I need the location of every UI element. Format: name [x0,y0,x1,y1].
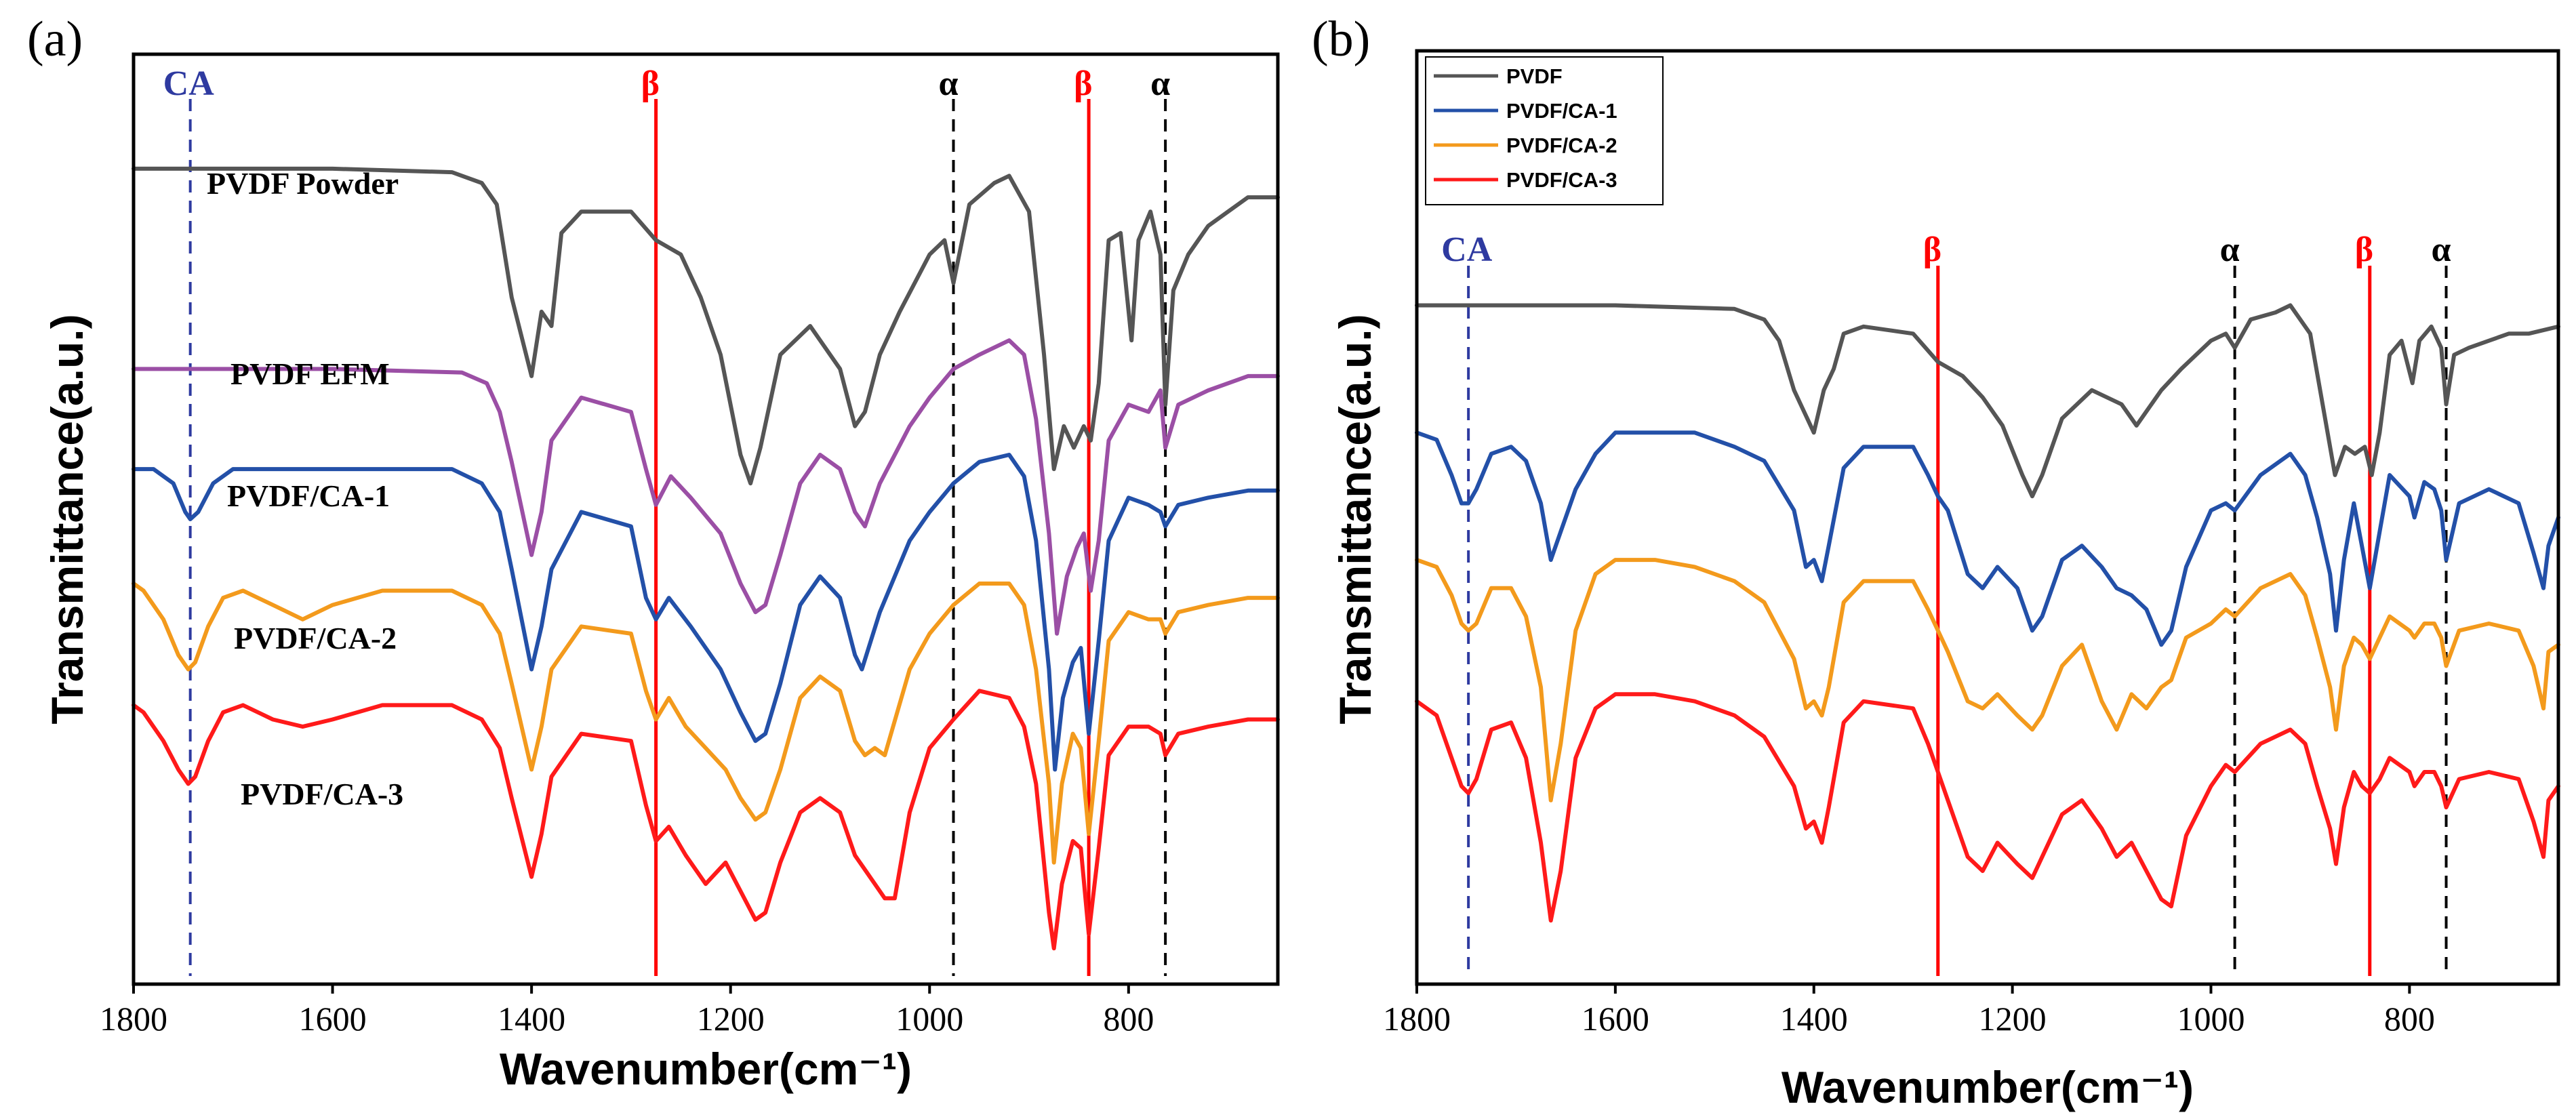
panel-b-marker-label-ca-0: CA [1441,230,1493,269]
panel-a-reference-lines: CA β α β α [163,64,1170,976]
sample-label-pvdf-efm: PVDF EFM [230,357,390,391]
panel-b-spectrum-pvdf-ca-2 [1415,558,2560,802]
panel-b-label: (b) [1312,12,1370,67]
sample-label-pvdf-ca-1: PVDF/CA-1 [227,479,390,513]
panel-b-spectrum-pvdf-ca-1 [1415,430,2560,647]
panel-a-spectrum-pvdf-ca-1 [132,453,1280,772]
panel-a-marker-label-ca-0: CA [163,64,215,103]
panel-a-spectrum-pvdf-efm [132,338,1280,636]
panel-a-spectrum-pvdf-ca-2 [132,582,1280,865]
legend-label-pvdf-ca-2: PVDF/CA-2 [1506,134,1617,157]
panel-b-x-tick-label-800: 800 [2384,1000,2435,1038]
panel-b-x-axis-title: Wavenumber(cm⁻¹) [1782,1062,2194,1112]
panel-b-plot-frame [1415,49,2560,986]
legend-label-pvdf-ca-3: PVDF/CA-3 [1506,168,1617,192]
panel-b-marker-label-beta-1: β [1923,230,1941,269]
panel-a-marker-label-beta-1: β [641,64,660,103]
panel-a-plot-frame [132,52,1280,986]
panel-b-x-tick-label-1600: 1600 [1582,1000,1649,1038]
legend-label-pvdf-ca-1: PVDF/CA-1 [1506,99,1617,123]
panel-a-x-tick-label-800: 800 [1103,1000,1154,1038]
panel-a: (a) CA β α β α PVDF Powder PVDF EFM PVDF/CA-… [27,12,1280,1094]
panel-b-x-ticks: 1800 1600 1400 1200 1000 800 [1383,984,2435,1038]
panel-b-marker-label-beta-3: β [2355,230,2373,269]
panel-b-reference-lines: CA β α β α [1441,230,2451,976]
panel-a-marker-label-beta-3: β [1074,64,1092,103]
panel-b-marker-label-alpha-2: α [2220,230,2240,269]
panel-b-spectrum-pvdf-ca-3 [1415,692,2560,923]
sample-label-pvdf-ca-2: PVDF/CA-2 [234,621,397,655]
panel-a-x-tick-label-1800: 1800 [100,1000,167,1038]
panel-b-legend: PVDF PVDF/CA-1 PVDF/CA-2 PVDF/CA-3 [1425,56,1664,205]
panel-a-x-tick-label-1400: 1400 [498,1000,565,1038]
panel-b-spectrum-pvdf [1415,303,2560,499]
panel-b-x-tick-label-1000: 1000 [2177,1000,2245,1038]
panel-a-x-tick-label-1200: 1200 [697,1000,765,1038]
panel-b-x-tick-label-1400: 1400 [1780,1000,1848,1038]
panel-a-x-tick-label-1000: 1000 [895,1000,963,1038]
panel-a-label: (a) [27,12,83,67]
panel-b: (b) CA β α β α PVDF PVDF/CA-1 PVDF/CA-2 PVDF… [1312,12,2560,1112]
sample-label-pvdf-powder: PVDF Powder [207,166,399,201]
panel-b-marker-label-alpha-4: α [2432,230,2451,269]
panel-a-x-tick-label-1600: 1600 [299,1000,367,1038]
panel-b-x-tick-label-1200: 1200 [1979,1000,2047,1038]
panel-a-marker-label-alpha-4: α [1150,64,1170,103]
panel-a-spectrum-pvdf-powder [132,166,1280,486]
panel-a-y-axis-title: Transmittance(a.u.) [42,314,92,724]
panel-a-x-axis-title: Wavenumber(cm⁻¹) [500,1044,912,1094]
panel-a-marker-label-alpha-2: α [938,64,958,103]
panel-b-x-tick-label-1800: 1800 [1383,1000,1451,1038]
panel-a-x-ticks: 1800 1600 1400 1200 1000 800 [100,984,1154,1038]
legend-label-pvdf: PVDF [1506,64,1563,88]
panel-b-y-axis-title: Transmittance(a.u.) [1330,314,1380,724]
panel-a-spectrum-pvdf-ca-3 [132,689,1280,951]
panel-b-spectra [1415,303,2560,923]
sample-label-pvdf-ca-3: PVDF/CA-3 [241,777,403,811]
panel-a-sample-labels: PVDF Powder PVDF EFM PVDF/CA-1 PVDF/CA-2… [207,166,403,811]
panel-a-spectra [132,166,1280,951]
